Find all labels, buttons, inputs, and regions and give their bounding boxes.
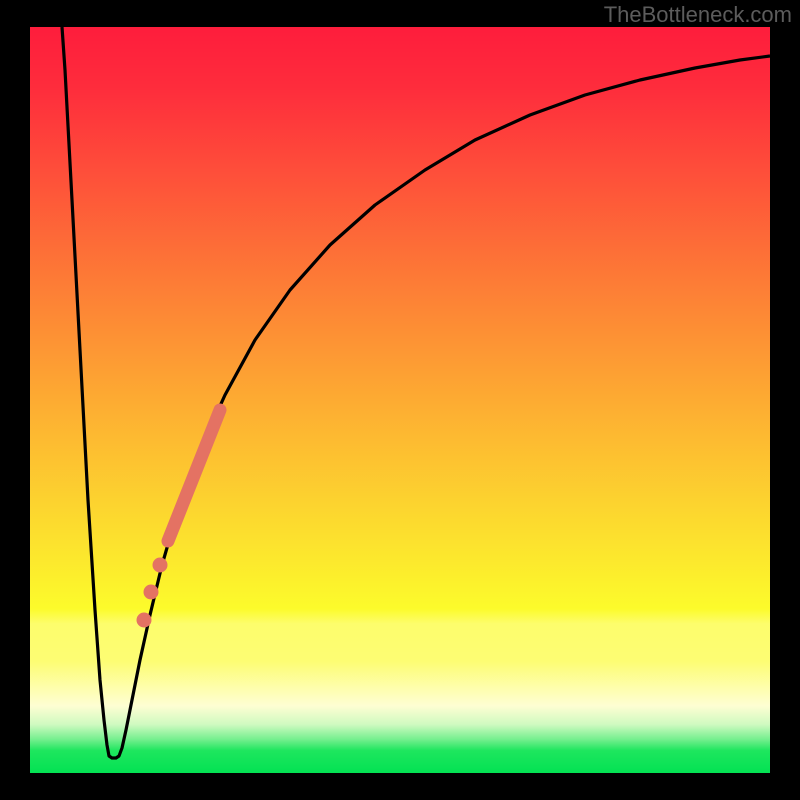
gpu-range-dot bbox=[137, 613, 152, 628]
gpu-range-dot bbox=[144, 585, 159, 600]
watermark-text: TheBottleneck.com bbox=[604, 2, 792, 28]
bottleneck-chart bbox=[0, 0, 800, 800]
gpu-range-dot bbox=[153, 558, 168, 573]
